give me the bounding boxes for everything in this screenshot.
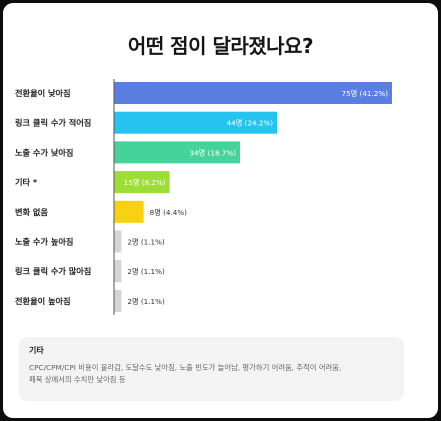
chart-title: 어떤 점이 달라졌나요?	[127, 34, 314, 58]
footnote-line: CPC/CPM/CPI 비용이 올라감, 도달수도 낮아짐, 노출 빈도가 늘어…	[29, 363, 342, 372]
category-label: 노출 수가 높아짐	[15, 237, 73, 247]
footnote-title: 기타	[29, 346, 44, 355]
category-label: 링크 클릭 수가 적어짐	[15, 118, 91, 128]
data-label: 2명 (1.1%)	[127, 297, 165, 306]
data-label: 15명 (8.2%)	[124, 178, 166, 187]
bar	[114, 200, 144, 223]
category-label: 전환율이 높아짐	[15, 296, 71, 306]
category-label: 기타 *	[15, 177, 38, 187]
category-label: 변화 없음	[15, 207, 48, 217]
data-label: 2명 (1.1%)	[127, 267, 165, 276]
bar	[114, 230, 122, 253]
bar-chart: 전환율이 낮아짐 75명 (41.2%) 링크 클릭 수가 적어짐 44명 (24.2…	[15, 79, 392, 315]
category-label: 링크 클릭 수가 많아짐	[15, 266, 91, 276]
footnote-body: CPC/CPM/CPI 비용이 올라감, 도달수도 낮아짐, 노출 빈도가 늘어…	[29, 362, 394, 386]
bar	[114, 111, 278, 134]
bar	[114, 141, 241, 164]
category-label: 노출 수가 낮아짐	[15, 147, 73, 157]
data-label: 75명 (41.2%)	[342, 89, 389, 98]
data-label: 44명 (24.2%)	[227, 119, 274, 128]
bar	[114, 289, 122, 312]
footnote-line: 페북 상에서의 수치만 낮아짐 등	[29, 375, 126, 384]
footnote-box: 기타 CPC/CPM/CPI 비용이 올라감, 도달수도 낮아짐, 노출 빈도가…	[19, 337, 404, 401]
chart-card: 어떤 점이 달라졌나요? 전환율이 낮아짐 75명 (41.2%) 링크 클릭 수가…	[3, 3, 438, 418]
data-label: 2명 (1.1%)	[127, 238, 165, 247]
data-label: 34명 (18.7%)	[190, 148, 237, 157]
bar	[114, 171, 170, 194]
bar	[114, 260, 122, 283]
data-label: 8명 (4.4%)	[150, 208, 188, 217]
category-label: 전환율이 낮아짐	[15, 88, 71, 98]
bar	[114, 82, 392, 104]
